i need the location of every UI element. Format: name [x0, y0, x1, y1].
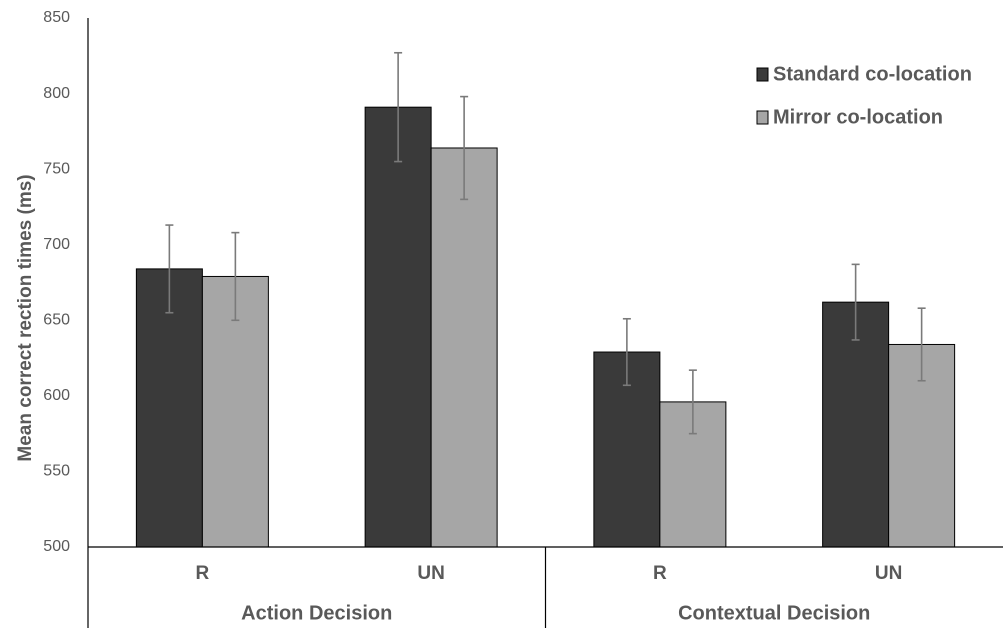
- y-tick-label: 850: [43, 9, 70, 26]
- bar: [822, 301, 890, 548]
- bar: [430, 147, 498, 548]
- bar: [135, 268, 203, 548]
- x-group-label: Contextual Decision: [678, 602, 870, 624]
- bar: [201, 275, 269, 548]
- x-category-label: UN: [417, 563, 444, 584]
- y-tick-label: 750: [43, 160, 70, 177]
- legend: Standard co-location Mirror co-location: [756, 63, 972, 128]
- y-tick-label: 600: [43, 387, 70, 404]
- y-tick-label: 700: [43, 236, 70, 253]
- y-tick-label: 500: [43, 538, 70, 555]
- error-bars: [165, 51, 926, 435]
- y-tick-label: 800: [43, 85, 70, 102]
- legend-label: Mirror co-location: [773, 106, 943, 128]
- legend-swatch: [756, 110, 769, 125]
- y-axis-ticks: 500 550 600 650 700 750 800 850: [43, 9, 70, 555]
- legend-label: Standard co-location: [773, 63, 972, 85]
- legend-swatch: [756, 67, 769, 82]
- bar: [364, 106, 432, 548]
- x-category-label: R: [196, 563, 210, 584]
- x-category-label: R: [653, 563, 667, 584]
- x-axis-labels: R UN R UN Action Decision Contextual Decision: [196, 563, 903, 624]
- bars: [135, 106, 956, 548]
- axes: [87, 18, 1003, 628]
- x-group-label: Action Decision: [241, 602, 392, 624]
- y-axis-label: Mean correct rection times (ms): [15, 174, 36, 461]
- y-tick-label: 650: [43, 312, 70, 329]
- y-tick-label: 550: [43, 463, 70, 480]
- x-category-label: UN: [875, 563, 902, 584]
